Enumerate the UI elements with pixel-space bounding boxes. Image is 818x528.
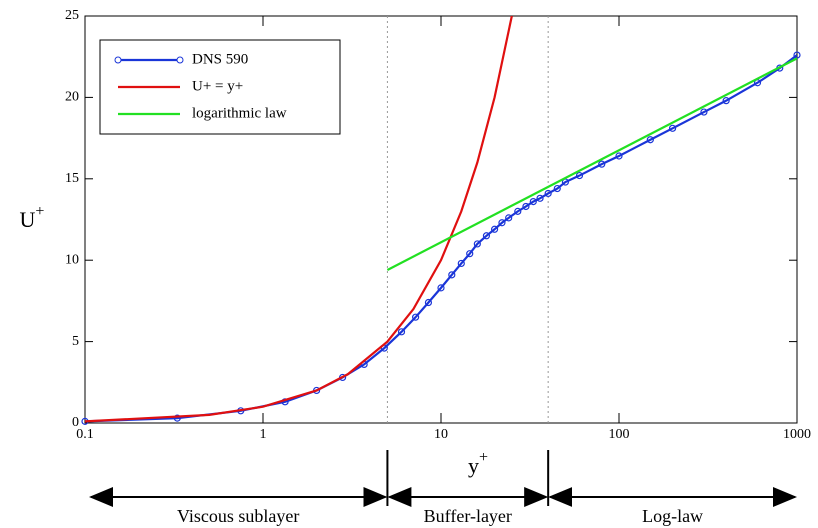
data-point xyxy=(615,152,623,160)
data-point xyxy=(457,259,465,268)
series-line xyxy=(85,16,513,423)
x-tick-label: 1000 xyxy=(783,427,811,442)
ylabel-text: U xyxy=(20,207,36,232)
data-point xyxy=(536,194,544,202)
data-point xyxy=(437,284,445,292)
legend-label: logarithmic law xyxy=(192,105,287,121)
data-point xyxy=(668,124,677,132)
region-label: Viscous sublayer xyxy=(177,506,299,526)
xlabel-text: y xyxy=(468,453,479,478)
x-tick-label: 10 xyxy=(434,427,448,442)
region-label: Buffer-layer xyxy=(424,506,512,526)
legend-label: U+ = y+ xyxy=(192,78,243,94)
data-point xyxy=(412,313,420,321)
region-label: Log-law xyxy=(642,506,703,526)
y-tick-label: 10 xyxy=(65,252,79,267)
data-point xyxy=(598,160,606,168)
x-tick-label: 100 xyxy=(609,427,630,442)
y-tick-label: 25 xyxy=(65,8,79,23)
y-tick-label: 5 xyxy=(72,334,79,349)
data-point xyxy=(424,298,433,307)
ylabel-sup: + xyxy=(35,203,44,220)
series-line xyxy=(386,57,797,271)
data-point xyxy=(553,184,561,193)
data-point xyxy=(522,202,530,211)
data-point xyxy=(173,414,181,422)
data-point xyxy=(448,271,456,279)
data-point xyxy=(700,108,708,116)
data-point xyxy=(722,97,730,105)
y-tick-label: 20 xyxy=(65,90,79,105)
data-point xyxy=(544,189,552,198)
data-point xyxy=(466,250,474,258)
data-point xyxy=(514,207,522,215)
x-tick-label: 0.1 xyxy=(76,427,94,442)
y-tick-label: 15 xyxy=(65,171,79,186)
data-point xyxy=(490,225,499,233)
data-point xyxy=(505,214,513,222)
data-point xyxy=(473,240,481,248)
data-point xyxy=(482,232,491,240)
data-point xyxy=(397,328,406,336)
xlabel-sup: + xyxy=(479,449,488,466)
legend-marker xyxy=(176,56,184,64)
xlabel: y+ xyxy=(468,449,488,478)
data-point xyxy=(529,197,537,206)
data-point xyxy=(498,219,506,227)
legend-marker xyxy=(114,56,122,64)
y-tick-label: 0 xyxy=(72,415,79,430)
data-point xyxy=(646,136,654,144)
series-line xyxy=(85,54,797,423)
legend-label: DNS 590 xyxy=(192,51,248,67)
data-point xyxy=(575,171,584,180)
data-point xyxy=(793,51,801,59)
ylabel: U+ xyxy=(20,203,45,232)
x-tick-label: 1 xyxy=(260,427,267,442)
